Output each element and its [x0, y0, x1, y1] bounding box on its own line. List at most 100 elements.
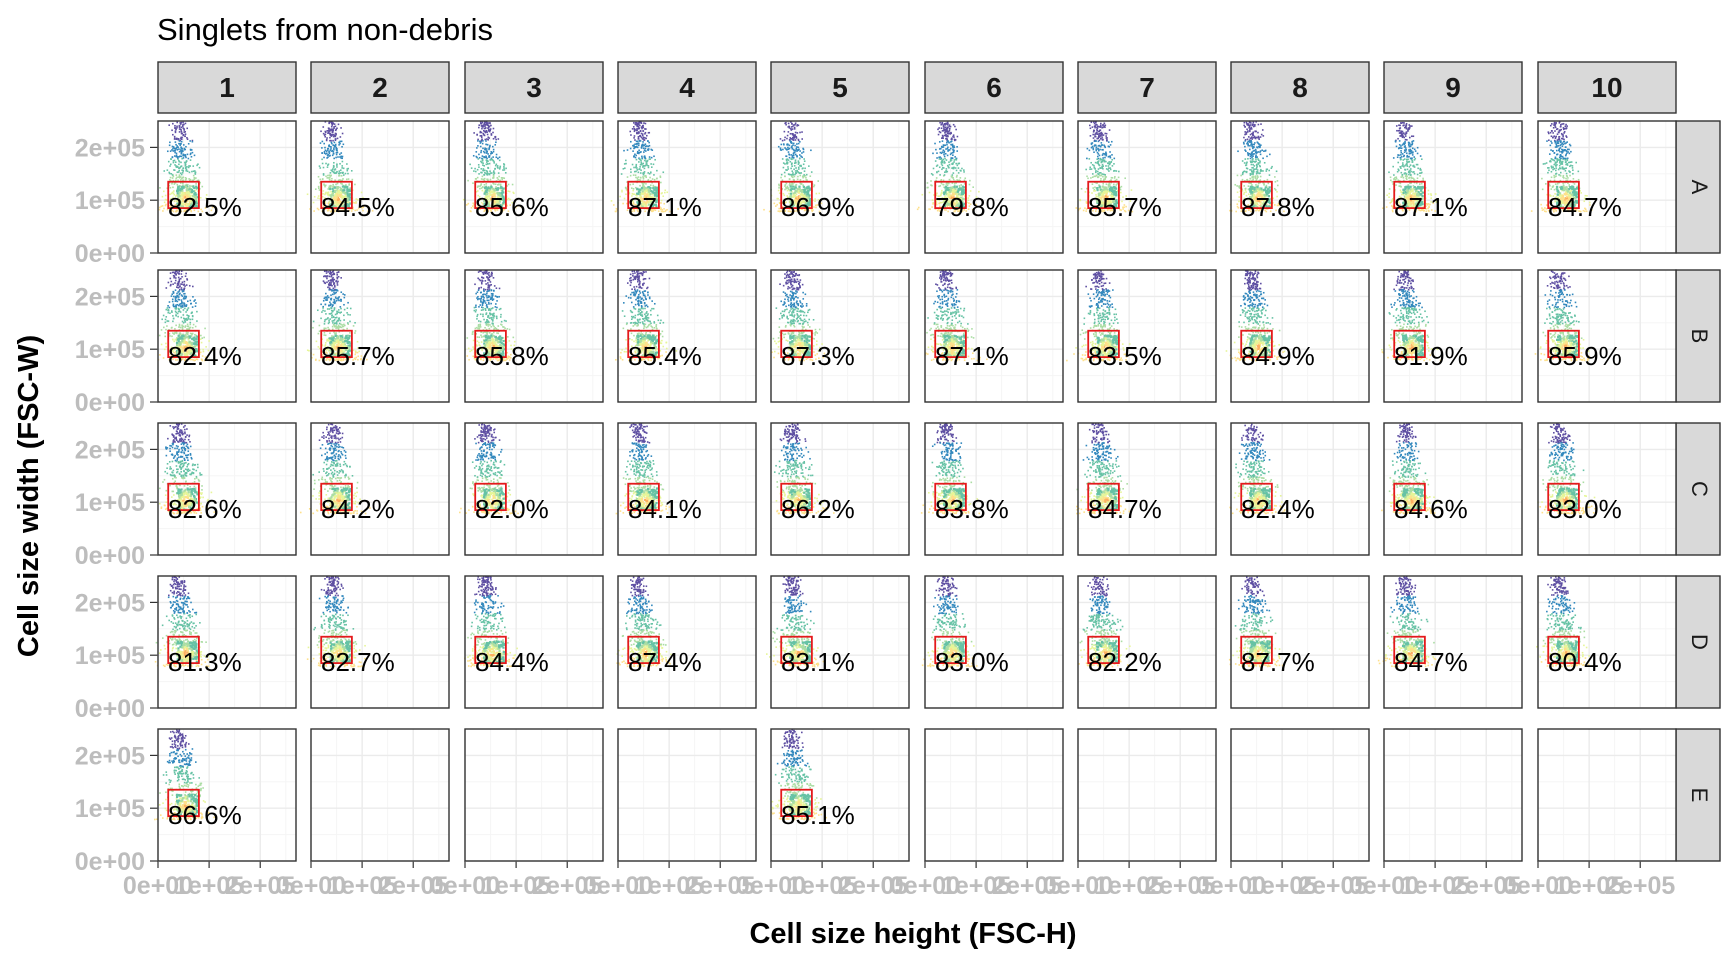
event-point [942, 166, 944, 169]
event-point [485, 170, 488, 172]
event-point [186, 136, 188, 139]
event-point [337, 210, 340, 213]
event-point [327, 147, 330, 150]
event-point [940, 178, 943, 181]
event-point [340, 182, 342, 185]
event-point [497, 192, 500, 195]
event-point [171, 199, 174, 202]
event-point [178, 175, 181, 178]
event-point [947, 150, 949, 152]
event-point [777, 145, 780, 148]
event-point [490, 151, 493, 153]
event-point [158, 208, 161, 211]
event-point [325, 175, 327, 178]
event-point [336, 182, 339, 185]
event-point [940, 161, 943, 164]
event-point [495, 138, 497, 141]
event-point [334, 139, 337, 142]
event-point [330, 135, 333, 137]
event-point [480, 122, 482, 125]
event-point [170, 172, 173, 175]
event-point [341, 155, 344, 158]
event-point [485, 172, 487, 175]
event-point [948, 127, 951, 130]
event-point [492, 173, 495, 176]
event-point [783, 130, 786, 133]
event-point [480, 183, 483, 185]
event-point [793, 126, 796, 129]
event-point [637, 142, 640, 145]
event-point [341, 195, 344, 198]
event-point [1250, 173, 1253, 175]
event-point [342, 189, 345, 192]
event-point [191, 201, 194, 204]
event-point [340, 204, 343, 208]
row-strip-D: D [1675, 575, 1721, 709]
event-point [786, 143, 788, 146]
event-point [162, 190, 165, 193]
event-point [1237, 150, 1239, 153]
event-point [780, 176, 782, 179]
event-point [180, 187, 184, 190]
event-point [1104, 126, 1106, 129]
event-point [1255, 179, 1258, 181]
event-point [324, 135, 326, 138]
event-point [1246, 138, 1249, 141]
event-point [341, 189, 344, 192]
event-point [486, 170, 489, 173]
event-point [949, 160, 952, 162]
event-point [946, 143, 948, 146]
event-point [1102, 182, 1105, 185]
event-point [1252, 175, 1254, 177]
event-point [331, 142, 333, 145]
event-point [941, 151, 944, 153]
event-point [187, 157, 190, 160]
event-point [1103, 160, 1106, 163]
col-strip-10: 10 [1537, 61, 1677, 114]
event-point [332, 130, 334, 132]
event-point [194, 190, 196, 192]
event-point [330, 190, 332, 193]
event-point [178, 126, 181, 129]
col-strip-label: 7 [1139, 72, 1155, 103]
event-point [342, 178, 344, 180]
event-point [480, 160, 482, 163]
event-point [1267, 182, 1270, 185]
event-point [1250, 136, 1253, 139]
event-point [333, 144, 336, 147]
panel-A5: 86.9% [763, 120, 910, 254]
event-point [171, 174, 174, 176]
event-point [180, 140, 183, 143]
event-point [483, 192, 486, 195]
event-point [324, 197, 326, 199]
event-point [175, 147, 177, 150]
event-point [179, 176, 182, 178]
event-point [802, 151, 805, 153]
event-point [479, 205, 482, 207]
event-point [166, 150, 169, 153]
event-point [1096, 161, 1099, 163]
event-point [492, 127, 495, 130]
event-point [1255, 184, 1257, 186]
event-point [490, 134, 493, 136]
event-point [354, 209, 356, 212]
row-strip-box [1675, 269, 1721, 403]
event-point [184, 161, 186, 164]
event-point [647, 179, 650, 181]
event-point [180, 210, 183, 213]
event-point [1100, 131, 1103, 134]
event-point [185, 160, 188, 162]
event-point [175, 155, 178, 158]
event-point [638, 188, 641, 191]
event-point [195, 177, 197, 179]
x-tick-label: 2e+05 [685, 872, 755, 900]
event-point [1107, 155, 1110, 158]
event-point [492, 159, 494, 162]
x-tick-label: 0e+00 [1349, 872, 1419, 900]
event-point [198, 166, 201, 169]
event-point [334, 125, 337, 128]
gate-percent-label: 85.7% [1088, 192, 1162, 222]
event-point [940, 127, 943, 130]
event-point [360, 191, 363, 194]
event-point [1241, 173, 1244, 176]
